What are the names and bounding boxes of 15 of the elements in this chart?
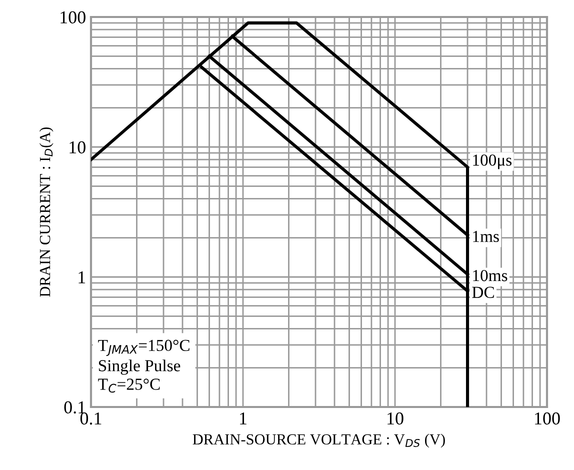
- annotation: T$_{JMAX}$=150°C Single Pulse T$_{C}$=25°C: [98, 340, 190, 393]
- series-label: 100μs: [473, 154, 512, 170]
- y-axis-title: DRAIN CURRENT : I$_{D}$(A): [39, 127, 54, 297]
- series-label: 1ms: [473, 230, 499, 242]
- x-axis-title: DRAIN-SOURCE VOLTAGE : V$_{DS}$ (V): [192, 434, 445, 448]
- y-tick-label: 100: [60, 11, 86, 24]
- series-label: DC: [472, 286, 494, 298]
- x-tick-label: 100: [535, 412, 560, 425]
- series-label: 10ms: [473, 270, 508, 282]
- x-tick-label: 10: [388, 412, 404, 425]
- y-tick-label: 1: [78, 271, 86, 284]
- y-tick-label: 0.1: [64, 401, 86, 414]
- x-tick-label: 1: [240, 412, 246, 424]
- x-tick-label: 0.1: [80, 412, 102, 425]
- y-tick-label: 10: [70, 141, 86, 154]
